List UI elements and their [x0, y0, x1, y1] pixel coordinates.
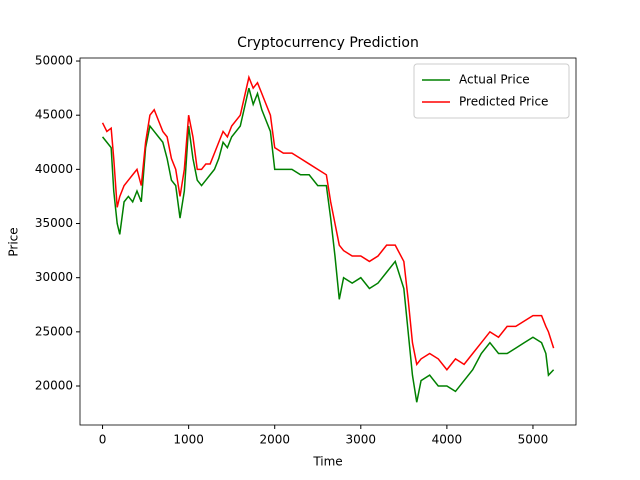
x-tick-label: 3000: [346, 433, 377, 447]
y-tick-label: 45000: [35, 108, 73, 122]
chart-title: Cryptocurrency Prediction: [237, 35, 419, 51]
y-tick-label: 25000: [35, 324, 73, 338]
y-tick-label: 50000: [35, 54, 73, 68]
y-axis-label: Price: [7, 227, 21, 256]
legend-label: Predicted Price: [459, 95, 548, 109]
x-axis-label: Time: [312, 455, 342, 469]
x-tick-label: 0: [99, 433, 107, 447]
series-line: [101, 74, 555, 371]
x-tick-label: 5000: [518, 433, 549, 447]
x-tick-label: 4000: [432, 433, 463, 447]
x-tick-label: 1000: [173, 433, 204, 447]
legend-box: [413, 63, 570, 119]
y-tick-label: 40000: [35, 162, 73, 176]
y-tick-label: 20000: [35, 379, 73, 393]
y-tick-label: 30000: [35, 270, 73, 284]
plot-frame: [79, 57, 577, 426]
x-tick-label: 2000: [259, 433, 290, 447]
legend-label: Actual Price: [459, 73, 530, 87]
y-tick-label: 35000: [35, 216, 73, 230]
series-line: [101, 87, 555, 403]
